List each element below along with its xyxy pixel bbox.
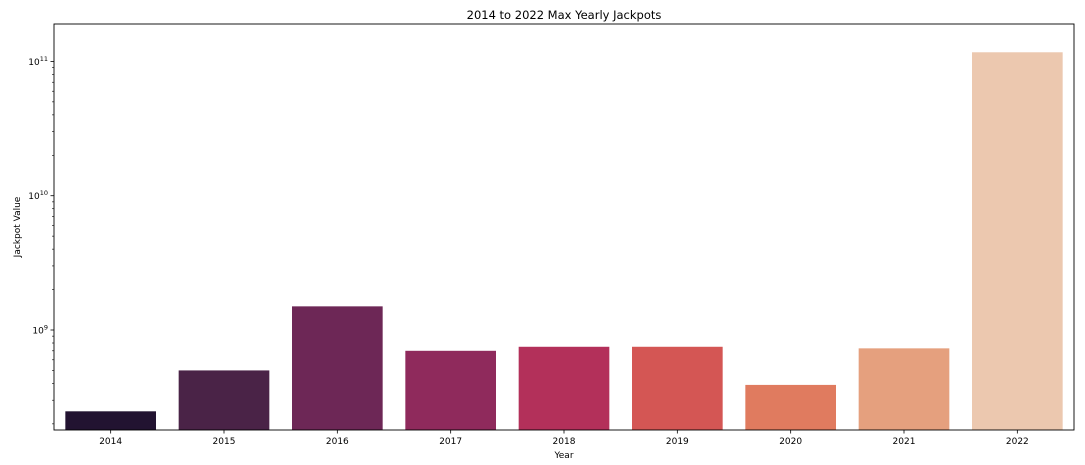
y-tick-base: 10 bbox=[28, 192, 40, 202]
x-tick-label: 2022 bbox=[1006, 437, 1029, 447]
x-tick-label: 2019 bbox=[666, 437, 689, 447]
bar-2015 bbox=[178, 370, 270, 430]
bar-2021 bbox=[858, 348, 950, 430]
bars bbox=[65, 52, 1063, 431]
bar-2016 bbox=[292, 306, 383, 430]
bar-2018 bbox=[518, 346, 610, 430]
x-tick-label: 2015 bbox=[213, 437, 236, 447]
y-tick-exponent: 9 bbox=[44, 323, 48, 331]
x-axis: 2014 2015 2016 2017 2018 2019 2020 2021 2022 bbox=[99, 430, 1029, 447]
x-tick-label: 2014 bbox=[99, 437, 122, 447]
y-tick-exponent: 11 bbox=[40, 55, 48, 63]
x-tick-label: 2017 bbox=[439, 437, 462, 447]
y-axis-label: Jackpot Value bbox=[13, 196, 23, 258]
x-tick-label: 2016 bbox=[326, 437, 349, 447]
y-tick-base: 10 bbox=[32, 326, 44, 336]
bar-2020 bbox=[745, 384, 836, 430]
chart-title: 2014 to 2022 Max Yearly Jackpots bbox=[467, 8, 662, 22]
y-tick-label: 109 bbox=[32, 323, 48, 336]
plot-frame bbox=[53, 23, 1075, 431]
x-tick-label: 2018 bbox=[553, 437, 576, 447]
bar-2019 bbox=[632, 346, 723, 430]
y-tick-label: 1011 bbox=[28, 55, 48, 68]
y-tick-label: 1010 bbox=[28, 189, 48, 202]
y-tick-base: 10 bbox=[28, 58, 40, 68]
y-tick-exponent: 10 bbox=[40, 189, 48, 197]
x-axis-label: Year bbox=[553, 451, 573, 461]
bar-2014 bbox=[65, 411, 156, 430]
x-tick-label: 2020 bbox=[779, 437, 802, 447]
x-tick-label: 2021 bbox=[893, 437, 916, 447]
bar-2017 bbox=[405, 350, 496, 430]
bar-2022 bbox=[972, 52, 1063, 431]
